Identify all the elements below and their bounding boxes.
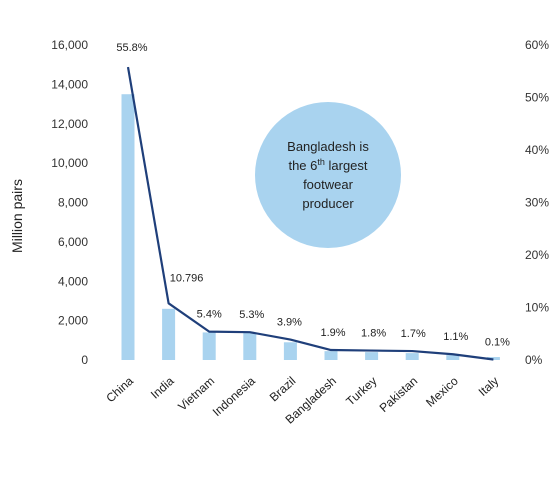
data-label: 1.1% <box>443 331 468 343</box>
bars-layer <box>121 94 500 360</box>
bar-brazil <box>283 342 297 360</box>
left-axis-ticks: 0 2,000 4,000 6,000 8,000 10,000 12,000 14,000 1… <box>51 38 88 367</box>
left-tick-label: 16,000 <box>51 38 88 52</box>
right-tick-label: 20% <box>525 248 549 262</box>
category-label: Brazil <box>267 374 299 404</box>
right-tick-label: 10% <box>525 301 549 315</box>
data-labels: 55.8% 10.796 5.4% 5.3% 3.9% 1.9% 1.8% 1.7% 1.1% 0… <box>116 42 510 348</box>
left-tick-label: 0 <box>81 353 88 367</box>
annotation-line-4: producer <box>302 196 354 211</box>
category-label: India <box>148 374 177 402</box>
bar-vietnam <box>202 332 216 360</box>
data-label: 10.796 <box>170 272 204 284</box>
data-label: 5.3% <box>239 309 264 321</box>
bar-bangladesh <box>324 351 338 360</box>
annotation-circle <box>255 102 401 248</box>
left-tick-label: 10,000 <box>51 156 88 170</box>
left-tick-label: 12,000 <box>51 117 88 131</box>
data-label: 5.4% <box>197 309 222 321</box>
data-label: 55.8% <box>116 42 147 54</box>
share-line <box>126 66 494 361</box>
bar-china <box>121 94 135 360</box>
right-tick-label: 40% <box>525 143 549 157</box>
annotation-line-1: Bangladesh is <box>287 139 369 154</box>
category-label: Indonesia <box>210 374 258 419</box>
left-tick-label: 14,000 <box>51 77 88 91</box>
annotation-bubble: Bangladesh is the 6th largest footwear p… <box>255 102 401 248</box>
bar-india <box>162 308 176 360</box>
category-label: Turkey <box>343 374 379 409</box>
data-label: 1.8% <box>361 328 386 340</box>
right-axis-ticks: 0% 10% 20% 30% 40% 50% 60% <box>525 38 549 367</box>
line-layer <box>126 66 494 361</box>
bar-turkey <box>365 352 379 360</box>
y-axis-label: Million pairs <box>9 179 25 253</box>
left-tick-label: 8,000 <box>58 196 88 210</box>
right-tick-label: 30% <box>525 196 549 210</box>
bar-mexico <box>446 355 460 360</box>
left-tick-label: 2,000 <box>58 314 88 328</box>
data-label: 0.1% <box>485 336 510 348</box>
right-tick-label: 50% <box>525 91 549 105</box>
category-label: Mexico <box>423 374 461 410</box>
data-label: 1.7% <box>401 328 426 340</box>
right-tick-label: 0% <box>525 353 543 367</box>
bar-pakistan <box>405 353 419 360</box>
data-label: 3.9% <box>277 317 302 329</box>
category-label: Italy <box>476 374 502 399</box>
data-label: 1.9% <box>320 327 345 339</box>
right-tick-label: 60% <box>525 38 549 52</box>
category-label: China <box>103 374 136 406</box>
annotation-line-2: the 6th largest <box>288 157 367 173</box>
left-tick-label: 4,000 <box>58 274 88 288</box>
category-label: Pakistan <box>377 374 421 415</box>
left-tick-label: 6,000 <box>58 235 88 249</box>
annotation-line-3: footwear <box>303 177 354 192</box>
bar-indonesia <box>243 332 257 360</box>
